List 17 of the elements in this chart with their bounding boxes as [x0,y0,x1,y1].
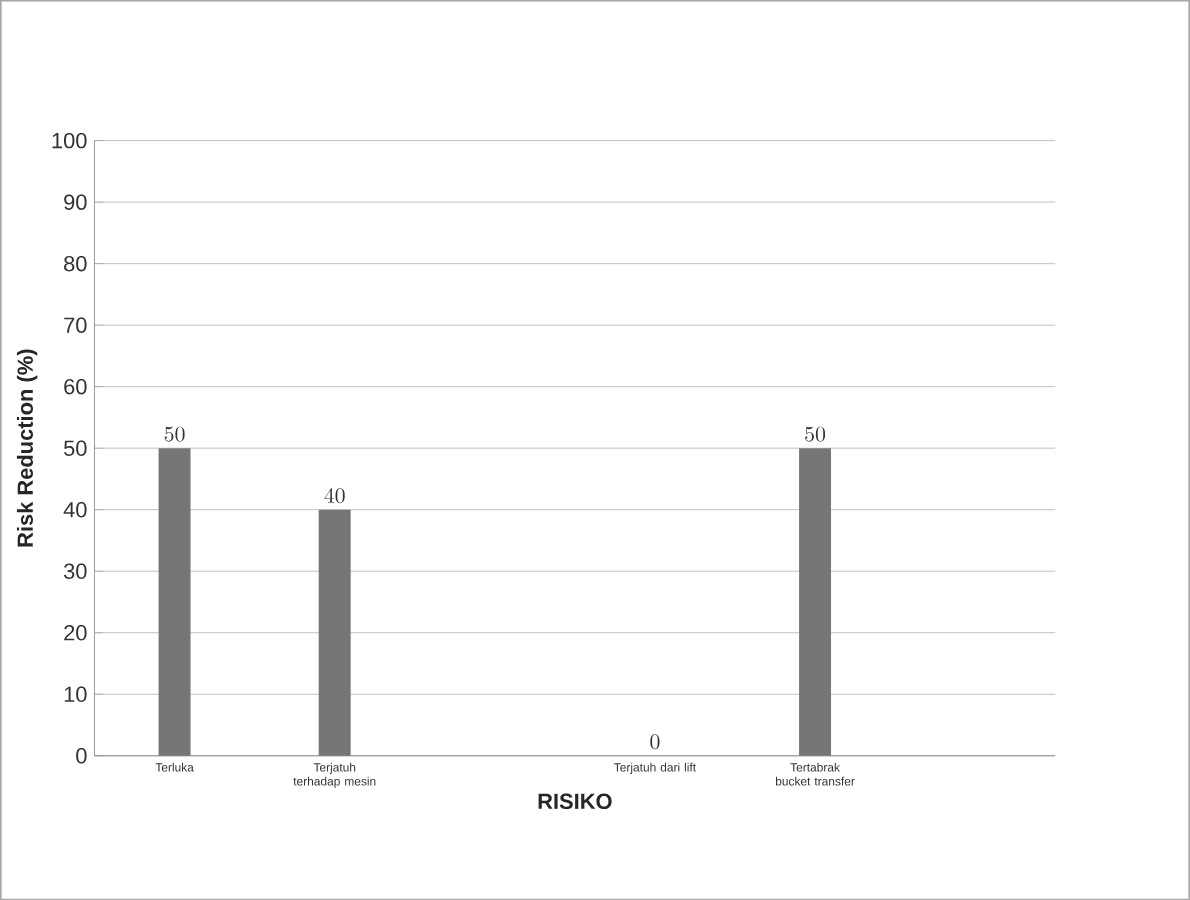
y-tick-label: 100 [52,132,87,149]
y-tick-label: 20 [64,624,87,641]
y-tick-label: 30 [63,563,87,579]
y-tick-label: 80 [64,255,87,272]
y-tick-label: 50 [64,440,87,456]
y-tick-label: 60 [64,378,87,395]
y-tick-label: 90 [64,194,87,210]
data-label: 50 [805,426,826,442]
data-label: 50 [164,426,185,442]
y-axis-title: Risk Reduction (%) [16,349,38,547]
data-label: 40 [324,487,345,503]
y-tick-label: 40 [63,501,87,518]
x-axis-title: RISIKO [538,793,612,809]
y-tick-label: 0 [76,747,87,764]
y-tick-label: 10 [64,686,87,702]
y-tick-label: 70 [64,317,87,333]
data-label: 0 [650,734,660,750]
